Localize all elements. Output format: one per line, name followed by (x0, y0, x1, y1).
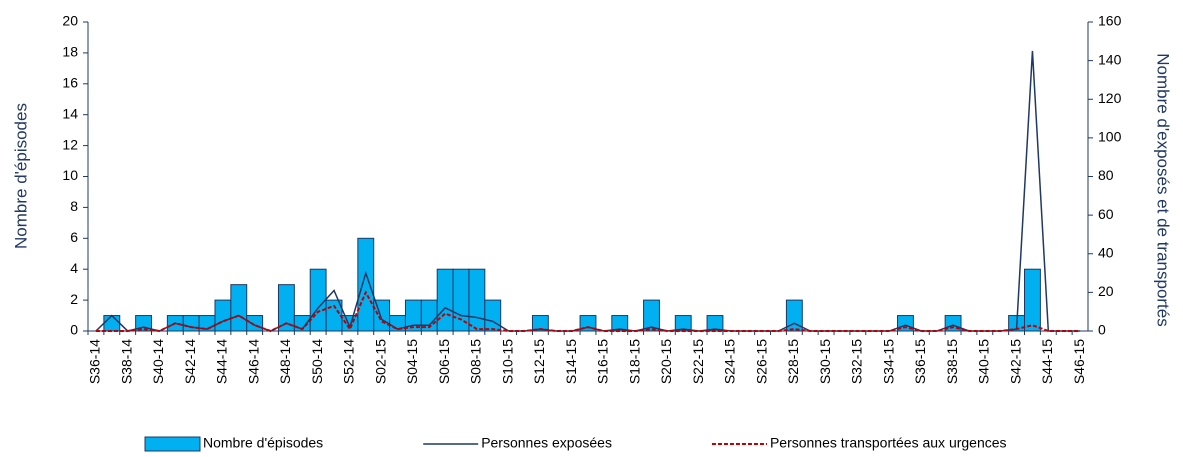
x-tick-label: S22-15 (690, 339, 706, 384)
x-tick-label: S24-15 (722, 339, 738, 384)
bar (230, 284, 248, 332)
bar (468, 268, 486, 332)
y-tick-label: 10 (62, 167, 78, 183)
y-tick-label: 16 (62, 75, 78, 91)
x-tick-label: S08-15 (468, 339, 484, 384)
x-tick-label: S40-14 (150, 339, 166, 384)
y2-tick-label: 80 (1098, 167, 1114, 183)
x-tick-label: S36-14 (87, 339, 103, 384)
bar (214, 299, 232, 332)
legend-swatch (144, 436, 201, 452)
x-tick-label: S52-14 (341, 339, 357, 384)
y2-tick-label: 20 (1098, 283, 1114, 299)
x-tick-label: S42-14 (182, 339, 198, 384)
x-tick-label: S30-15 (817, 339, 833, 384)
bar (643, 299, 660, 332)
legend-label: Nombre d'épisodes (203, 435, 323, 451)
y2-tick-label: 160 (1098, 13, 1122, 29)
y2-tick-label: 60 (1098, 206, 1114, 222)
y2-tick-label: 140 (1098, 51, 1122, 67)
x-tick-label: S28-15 (785, 339, 801, 384)
x-tick-label: S44-15 (1039, 339, 1055, 384)
y-tick-label: 0 (70, 322, 78, 338)
x-tick-label: S18-15 (626, 339, 642, 384)
x-tick-label: S42-15 (1007, 339, 1023, 384)
y-tick-label: 12 (62, 136, 78, 152)
bar (103, 315, 121, 332)
y-tick-label: 14 (62, 105, 78, 121)
legend-label: Personnes exposées (481, 435, 612, 451)
y-tick-label: 6 (70, 229, 78, 245)
x-tick-label: S16-15 (595, 339, 611, 384)
dashed-line (95, 290, 1081, 333)
bar (357, 237, 375, 332)
x-tick-label: S48-14 (277, 339, 293, 384)
x-tick-label: S06-15 (436, 339, 452, 384)
y2-tick-label: 100 (1098, 129, 1122, 145)
x-tick-label: S10-15 (499, 339, 515, 384)
bar (246, 315, 264, 332)
x-tick-label: S40-15 (976, 339, 992, 384)
y-tick-label: 18 (62, 44, 78, 60)
x-tick-label: S02-15 (372, 339, 388, 384)
x-tick-label: S46-15 (1071, 339, 1087, 384)
x-tick-label: S20-15 (658, 339, 674, 384)
y2-tick-label: 120 (1098, 90, 1122, 106)
y-tick-label: 4 (70, 260, 78, 276)
y-tick-label: 20 (62, 13, 78, 29)
x-tick-label: S44-14 (214, 339, 230, 384)
x-tick-label: S46-14 (245, 339, 261, 384)
y-tick-label: 2 (70, 291, 78, 307)
x-tick-label: S12-15 (531, 339, 547, 384)
bar (484, 299, 502, 332)
bar (436, 268, 454, 332)
y-axis-title: Nombre d'épisodes (11, 103, 30, 249)
y2-tick-label: 0 (1098, 322, 1106, 338)
y2-tick-label: 40 (1098, 244, 1114, 260)
x-tick-label: S34-15 (880, 339, 896, 384)
bar (1024, 268, 1041, 332)
x-tick-label: S36-15 (912, 339, 928, 384)
x-tick-label: S14-15 (563, 339, 579, 384)
x-tick-label: S50-14 (309, 339, 325, 384)
x-tick-label: S26-15 (753, 339, 769, 384)
x-tick-label: S32-15 (849, 339, 865, 384)
x-tick-label: S04-15 (404, 339, 420, 384)
bar (309, 268, 327, 332)
y-tick-label: 8 (70, 198, 78, 214)
x-tick-label: S38-15 (944, 339, 960, 384)
x-tick-label: S38-14 (118, 339, 134, 384)
y2-axis-title: Nombre d'exposés et de transportés (1154, 53, 1173, 327)
legend-label: Personnes transportées aux urgences (770, 435, 1007, 451)
